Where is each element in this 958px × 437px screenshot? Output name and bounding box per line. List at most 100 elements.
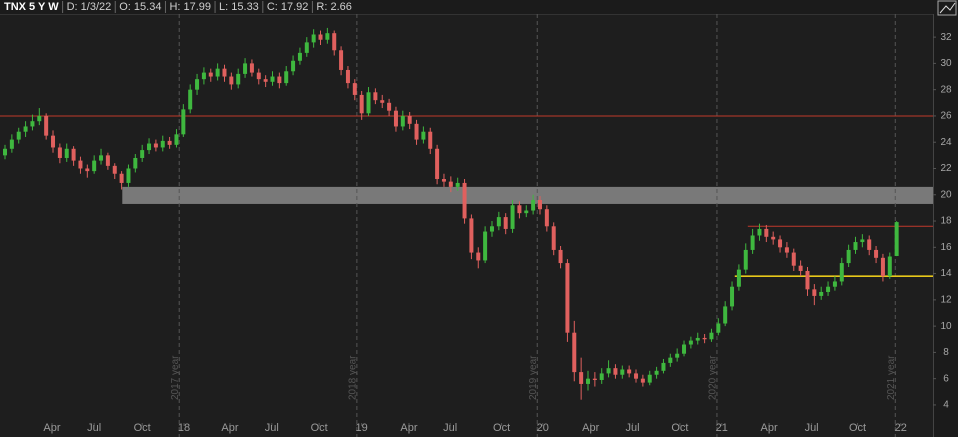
x-tick-label: 18 — [178, 422, 190, 434]
candle-body — [469, 218, 474, 253]
candle-body — [880, 257, 885, 277]
candle-body — [764, 228, 769, 237]
y-tick-label: 14 — [940, 268, 952, 279]
x-tick-label: Apr — [43, 422, 60, 434]
candle-body — [524, 210, 529, 214]
candle-body — [839, 263, 844, 282]
candle-body — [23, 126, 28, 132]
candle-body — [476, 252, 481, 261]
candle-body — [174, 134, 179, 145]
candle-body — [709, 332, 714, 340]
candle-body — [702, 337, 707, 340]
candle-body — [805, 270, 810, 290]
candle-body — [654, 370, 659, 375]
candle-body — [791, 252, 796, 266]
x-tick-label: Jul — [443, 422, 457, 434]
zone-band — [122, 186, 934, 204]
candle-body — [483, 231, 488, 261]
y-tick-label: 8 — [943, 347, 949, 358]
candle-body — [99, 155, 104, 161]
x-tick-label: 20 — [537, 422, 549, 434]
y-tick-label: 10 — [940, 321, 952, 332]
candle-body — [826, 286, 831, 292]
candle-body — [675, 353, 680, 358]
y-tick-label: 32 — [940, 32, 952, 43]
y-tick-label: 18 — [940, 216, 952, 227]
x-tick-label: Apr — [582, 422, 599, 434]
candle-body — [723, 306, 728, 324]
candle-body — [586, 378, 591, 384]
header-field: C: 17.92 — [267, 1, 309, 13]
candle-body — [455, 182, 460, 187]
candle-body — [613, 368, 618, 375]
x-tick-label: Apr — [761, 422, 778, 434]
candle-body — [366, 92, 371, 114]
candle-body — [736, 269, 741, 287]
candle-body — [894, 222, 899, 256]
candle-body — [860, 239, 865, 243]
candle-body — [188, 89, 193, 110]
year-label: 2017 year — [170, 355, 181, 400]
y-tick-label: 30 — [940, 58, 952, 69]
header-field: H: 17.99 — [169, 1, 211, 13]
candle-body — [730, 286, 735, 307]
candle-body — [558, 249, 563, 264]
candle-body — [771, 236, 776, 240]
candle-body — [874, 249, 879, 258]
candle-body — [496, 217, 501, 227]
candle-body — [867, 239, 872, 250]
candle-body — [167, 140, 172, 145]
x-tick-label: Jul — [626, 422, 640, 434]
candle-body — [92, 160, 97, 172]
candle-body — [325, 33, 330, 40]
candle-body — [359, 94, 364, 114]
candle-body — [30, 121, 35, 127]
candle-body — [215, 68, 220, 77]
candle-body — [64, 148, 69, 158]
candle-body — [243, 63, 248, 74]
candle-body — [592, 378, 597, 380]
candle-body — [579, 372, 584, 384]
year-label: 2019 year — [528, 355, 539, 400]
candle-body — [688, 340, 693, 345]
candle-body — [160, 140, 165, 148]
candle-body — [147, 143, 152, 151]
candle-body — [503, 217, 508, 229]
candle-body — [44, 115, 49, 136]
x-tick-label: Jul — [265, 422, 279, 434]
candle-body — [201, 72, 206, 80]
x-tick-label: Oct — [134, 422, 151, 434]
candle-body — [153, 143, 158, 148]
candle-body — [551, 226, 556, 250]
candle-body — [387, 102, 392, 111]
y-tick-label: 28 — [940, 84, 952, 95]
candle-body — [887, 256, 892, 277]
candle-body — [236, 73, 241, 85]
candle-body — [537, 200, 542, 210]
year-label: 2021 year — [886, 355, 897, 400]
candle-body — [284, 71, 289, 84]
year-label: 2020 year — [708, 355, 719, 400]
symbol: TNX 5 Y W — [4, 1, 59, 13]
candle-body — [373, 92, 378, 101]
candle-body — [270, 76, 275, 82]
candle-body — [339, 50, 344, 70]
candle-body — [195, 79, 200, 90]
x-tick-label: Jul — [805, 422, 819, 434]
candle-body — [318, 34, 323, 40]
candle-body — [716, 323, 721, 333]
x-tick-label: 19 — [356, 422, 368, 434]
candle-body — [544, 209, 549, 227]
candle-body — [565, 263, 570, 333]
candle-body — [78, 160, 83, 169]
y-tick-label: 26 — [940, 111, 952, 122]
candle-body — [846, 249, 851, 264]
candle-body — [647, 374, 652, 383]
candle-body — [414, 123, 419, 140]
x-tick-label: 21 — [716, 422, 728, 434]
candle-body — [407, 115, 412, 124]
candle-body — [345, 69, 350, 84]
candle-body — [133, 157, 138, 169]
y-tick-label: 12 — [940, 294, 952, 305]
